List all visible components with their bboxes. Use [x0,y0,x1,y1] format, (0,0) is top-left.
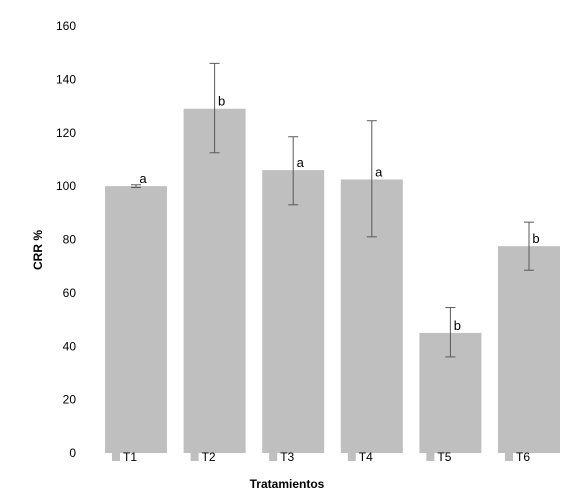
error-bar-t4 [366,120,377,238]
category-label-t3: T3 [269,450,295,464]
bar-t2 [183,108,246,453]
error-bar-t2 [209,62,220,154]
category-marker [190,453,199,461]
bars [105,108,560,454]
error-bars [131,62,534,358]
bar-t3 [262,170,325,454]
data-label-t6: b [532,231,539,246]
category-marker [112,453,120,461]
x-tick-label: T4 [359,450,373,464]
y-tick-label: 20 [63,393,77,407]
x-tick-label: T6 [516,450,530,464]
y-tick-label: 40 [63,339,77,353]
data-label-t2: b [218,94,225,109]
x-tick-label: T5 [437,450,451,464]
x-tick-label: T2 [202,450,216,464]
y-tick-label: 140 [56,72,76,86]
y-tick-label: 160 [56,19,76,33]
error-bar-t6 [524,221,534,271]
x-tick-label: T1 [123,450,137,464]
category-label-t6: T6 [505,450,530,464]
data-label-t3: a [297,155,305,170]
category-marker [505,453,513,461]
error-bar-t5 [445,307,456,358]
y-axis-ticks: 0 20 40 60 80 100 120 140 160 [56,19,76,460]
error-bar-t3 [288,136,299,206]
x-tick-label: T3 [280,450,294,464]
category-marker [426,453,435,461]
category-labels: T1 T2 T3 T4 T5 T6 [112,450,530,464]
y-tick-label: 80 [63,233,77,247]
data-label-t4: a [375,164,383,179]
x-axis-title: Tratamientos [250,477,325,491]
category-label-t4: T4 [347,450,373,464]
bar-t6 [498,246,560,453]
category-marker [269,453,278,461]
y-axis-title: CRR % [31,230,45,270]
error-bar-t1 [131,184,141,188]
category-label-t5: T5 [426,450,452,464]
bar-t1 [105,186,167,453]
data-label-t1: a [139,171,147,186]
category-marker [347,453,356,461]
y-tick-label: 0 [69,446,76,460]
category-label-t2: T2 [190,450,216,464]
y-tick-label: 120 [56,126,76,140]
category-label-t1: T1 [112,450,137,464]
data-label-t5: b [454,318,461,333]
y-tick-label: 60 [63,286,77,300]
y-tick-label: 100 [56,179,76,193]
data-labels: a b a a b b [139,94,539,333]
